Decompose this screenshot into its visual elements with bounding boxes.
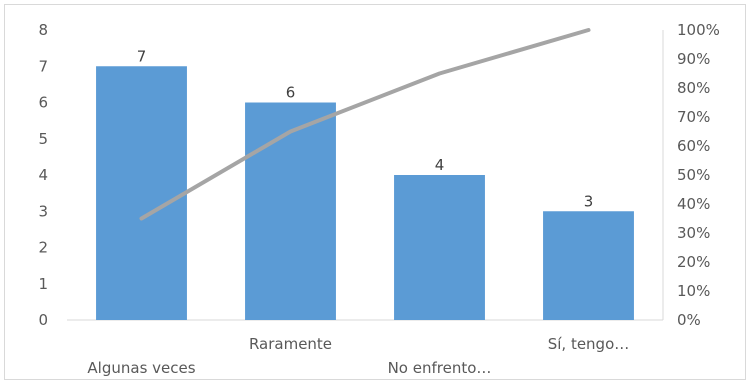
right-tick-label-3: 30% xyxy=(677,224,710,242)
category-label-0: Algunas veces xyxy=(87,359,195,377)
bar-series xyxy=(96,66,634,320)
bar-1 xyxy=(245,102,336,320)
left-tick-label-4: 4 xyxy=(38,166,48,184)
left-tick-label-6: 6 xyxy=(38,94,48,112)
right-tick-label-5: 50% xyxy=(677,166,710,184)
right-tick-label-9: 90% xyxy=(677,50,710,68)
category-label-2: No enfrento… xyxy=(388,359,492,377)
left-tick-label-2: 2 xyxy=(38,239,48,257)
bar-0 xyxy=(96,66,187,320)
left-axis-ticks: 0 1 2 3 4 5 6 7 8 xyxy=(38,21,48,329)
right-tick-label-2: 20% xyxy=(677,253,710,271)
bar-2 xyxy=(394,175,485,320)
category-label-3: Sí, tengo… xyxy=(548,335,630,353)
left-tick-label-3: 3 xyxy=(38,202,48,220)
data-label-0: 7 xyxy=(137,47,147,65)
left-tick-label-8: 8 xyxy=(38,21,48,39)
right-tick-label-4: 40% xyxy=(677,195,710,213)
bar-3 xyxy=(543,211,634,320)
line-series xyxy=(139,28,591,221)
data-label-3: 3 xyxy=(584,192,594,210)
right-axis-ticks: 0% 10% 20% 30% 40% 50% 60% 70% 80% 90% 100% xyxy=(677,21,720,329)
left-tick-label-5: 5 xyxy=(38,130,48,148)
right-tick-label-10: 100% xyxy=(677,21,720,39)
left-tick-label-1: 1 xyxy=(38,275,48,293)
right-tick-label-0: 0% xyxy=(677,311,701,329)
category-labels: Algunas veces Raramente No enfrento… Sí, te… xyxy=(87,335,629,377)
data-label-1: 6 xyxy=(286,84,296,102)
left-tick-label-0: 0 xyxy=(38,311,48,329)
right-tick-label-6: 60% xyxy=(677,137,710,155)
category-label-1: Raramente xyxy=(249,335,332,353)
cumulative-line xyxy=(139,28,591,221)
data-label-2: 4 xyxy=(435,156,445,174)
left-tick-label-7: 7 xyxy=(38,57,48,75)
right-tick-label-7: 70% xyxy=(677,108,710,126)
right-tick-label-1: 10% xyxy=(677,282,710,300)
right-tick-label-8: 80% xyxy=(677,79,710,97)
data-labels: 7 6 4 3 xyxy=(137,47,594,210)
